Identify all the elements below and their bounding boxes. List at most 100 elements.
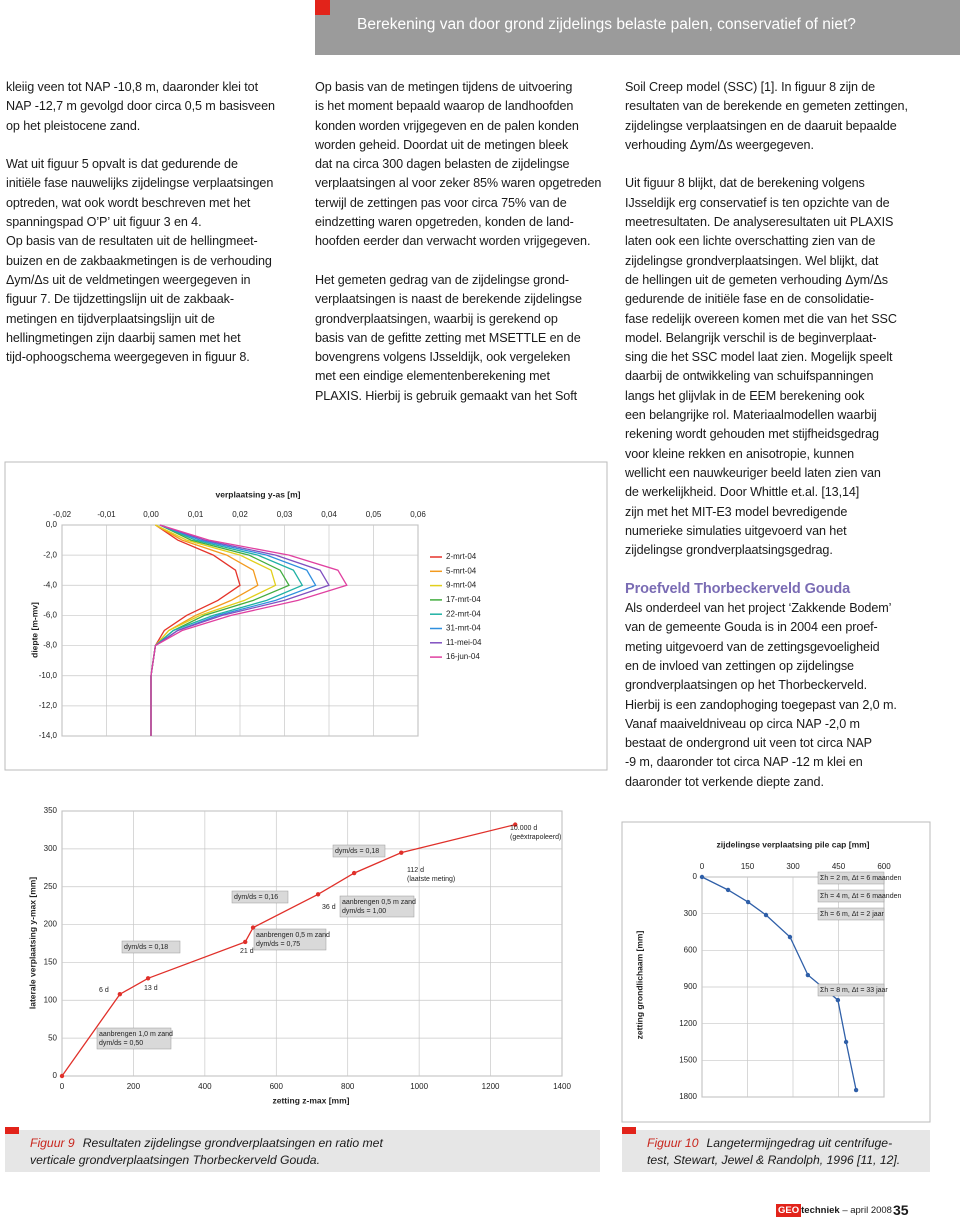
- y-tick-label: 50: [48, 1033, 57, 1042]
- text-line: van de gemeente Gouda is in 2004 een pro…: [625, 620, 878, 635]
- paragraph: Op basis van de metingen tijdens de uitv…: [315, 78, 601, 252]
- issue: – april 2008: [842, 1205, 892, 1216]
- x-tick-label: -0,01: [97, 510, 116, 519]
- text-line: op het pleistocene zand.: [6, 118, 141, 133]
- paragraph: Soil Creep model (SSC) [1]. In figuur 8 …: [625, 78, 908, 155]
- annotation: dym/ds = 0,18: [335, 848, 379, 855]
- y-tick-label: 1500: [679, 1055, 697, 1064]
- caption-label: Figuur 9: [30, 1136, 75, 1150]
- brand-box: GEO: [776, 1204, 802, 1217]
- paragraph: kleiig veen tot NAP -10,8 m, daaronder k…: [6, 78, 275, 136]
- x-tick-label: 0: [60, 1082, 65, 1091]
- text-line: Op basis van de metingen tijdens de uitv…: [315, 80, 573, 94]
- legend-label: 9-mrt-04: [446, 581, 477, 590]
- text-line: figuur 7. De tijdzettingslijn uit de zak…: [6, 292, 234, 307]
- text-line: met een eindige elementenberekening met: [315, 369, 550, 384]
- text-line: zijdelingse grondverplaatsingen. Wel bli…: [625, 253, 879, 268]
- y-tick-label: 1200: [679, 1019, 697, 1028]
- annotation: aanbrengen 0,5 m zand: [342, 899, 416, 906]
- x-axis-label: verplaatsing y-as [m]: [215, 489, 300, 499]
- text-line: PLAXIS. Hierbij is gebruik gemaakt van h…: [315, 388, 578, 403]
- data-point: [699, 874, 705, 880]
- y-axis-label: diepte [m-mv]: [29, 602, 39, 658]
- annotation: Σh = 4 m, Δt = 6 maanden: [820, 893, 901, 900]
- text-line: grondverplaatsingen op het Thorbeckervel…: [625, 678, 868, 693]
- text-column: Op basis van de metingen tijdens de uitv…: [315, 78, 601, 425]
- text-line: -9 m, daaronder tot circa NAP -12 m klei…: [625, 755, 863, 770]
- annotation: aanbrengen 0,5 m zand: [256, 932, 330, 939]
- data-point: [763, 912, 769, 918]
- x-tick-label: 600: [270, 1082, 284, 1091]
- legend-label: 22-mrt-04: [446, 609, 481, 618]
- annotation: dym/ds = 0,18: [124, 944, 168, 951]
- text-line: dat na circa 300 dagen belasten de zijde…: [315, 157, 570, 172]
- annotation: dym/ds = 1,00: [342, 908, 386, 915]
- annotation-box: [817, 889, 885, 903]
- text-line: daaronder tot verkende diepte zand.: [625, 774, 824, 789]
- data-point: [787, 934, 793, 940]
- x-tick-label: 200: [127, 1082, 141, 1091]
- annotation: 112 d: [407, 867, 424, 874]
- text-line: verplaatsingen is naast de berekende zij…: [315, 292, 582, 307]
- y-tick-label: 300: [684, 909, 698, 918]
- text-line: worden geheid. Doordat uit de metingen b…: [315, 137, 569, 152]
- annotation: (laatste meting): [407, 876, 455, 883]
- text-line: konden worden vrijgegeven en de palen ko…: [315, 118, 579, 133]
- x-tick-label: 0: [700, 862, 705, 871]
- text-line: wellicht een nauwkeuriger beeld laten zi…: [625, 465, 881, 480]
- y-tick-label: 100: [44, 995, 58, 1004]
- x-tick-label: 600: [877, 862, 891, 871]
- annotation: (geëxtrapoleerd): [510, 834, 561, 841]
- text-line: zijdelingse grondverplaatsingsgedrag.: [625, 543, 833, 558]
- x-tick-label: 0,02: [232, 510, 248, 519]
- footer: GEO techniek – april 2008: [776, 1204, 892, 1217]
- data-point: [351, 870, 357, 876]
- annotation-box: [817, 907, 885, 921]
- section-heading: Proefveld Thorbeckerveld Gouda: [625, 580, 851, 597]
- annotation-box: [253, 928, 327, 951]
- text-line: Wat uit figuur 5 opvalt is dat gedurende…: [6, 157, 238, 172]
- text-line: IJsseldijk erg conservatief is ten opzic…: [625, 195, 890, 210]
- text-line: kleiig veen tot NAP -10,8 m, daaronder k…: [6, 80, 258, 94]
- text-line: initiële fase nauwelijks zijdelingse ver…: [6, 176, 274, 191]
- paragraph: Wat uit figuur 5 opvalt is dat gedurende…: [6, 155, 275, 367]
- text-line: de werkelijkheid. Door Whittle et.al. [1…: [625, 485, 860, 500]
- x-tick-label: 0,04: [321, 510, 337, 519]
- x-tick-label: 0,03: [277, 510, 293, 519]
- text-line: Vanaf maaiveldniveau op circa NAP -2,0 m: [625, 716, 860, 731]
- data-point: [243, 939, 248, 945]
- data-point: [835, 997, 841, 1003]
- text-line: hoofden eerder dan verwacht worden vrijg…: [315, 234, 591, 249]
- annotation-box: [817, 871, 885, 885]
- y-axis-label: laterale verplaatsing y-max [mm]: [27, 877, 37, 1009]
- text-line: verhouding Δym/Δs weergegeven.: [625, 137, 814, 152]
- x-tick-label: 0,01: [188, 510, 204, 519]
- data-point: [250, 925, 256, 930]
- text-line: de hellingen uit de gemeten verhouding Δ…: [625, 272, 888, 287]
- y-tick-label: 600: [684, 945, 698, 954]
- text-line: Op basis van de resultaten uit de hellin…: [6, 234, 258, 249]
- header-accent: [315, 0, 330, 15]
- y-tick-label: 250: [44, 882, 58, 891]
- y-tick-label: -10,0: [39, 671, 58, 680]
- caption-mark: [622, 1127, 636, 1134]
- legend-label: 31-mrt-04: [446, 624, 481, 633]
- data-line: [150, 524, 348, 736]
- annotation: 13 d: [144, 985, 158, 992]
- text-line: meetresultaten. De analyseresultaten uit…: [625, 215, 894, 230]
- text-line: Soil Creep model (SSC) [1]. In figuur 8 …: [625, 80, 876, 94]
- text-line: grondverplaatsingen, waarbij is gerekend…: [315, 311, 558, 326]
- y-tick-label: 0: [693, 872, 698, 881]
- y-tick-label: 200: [44, 920, 58, 929]
- legend-label: 5-mrt-04: [446, 566, 477, 575]
- data-point: [513, 822, 518, 827]
- x-tick-label: 800: [341, 1082, 355, 1091]
- data-point: [725, 887, 731, 893]
- text-line: een belangrijke rol. Materiaalmodellen w…: [625, 408, 877, 423]
- data-point: [145, 976, 151, 981]
- annotation: dym/ds = 0,16: [234, 894, 278, 901]
- caption-text: Langetermijngedrag uit centrifuge-: [706, 1136, 893, 1150]
- text-line: spanningspad O’P’ uit figuur 3 en 4.: [6, 215, 202, 230]
- annotation: dym/ds = 0,75: [256, 941, 300, 948]
